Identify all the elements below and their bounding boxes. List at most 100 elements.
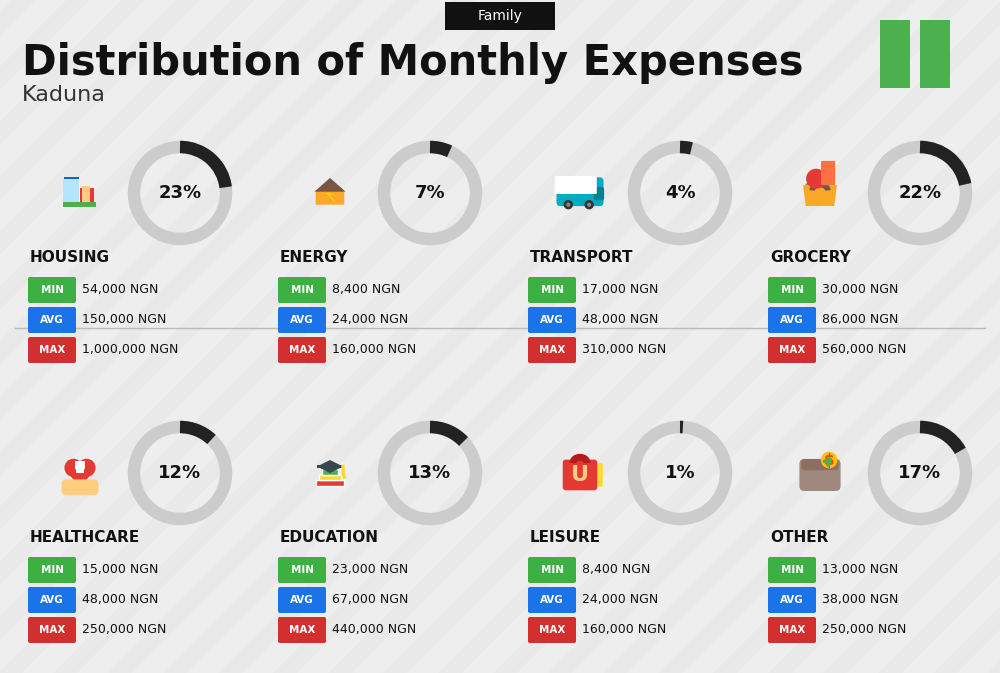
FancyBboxPatch shape [278, 587, 326, 613]
FancyBboxPatch shape [768, 307, 816, 333]
Text: MIN: MIN [290, 565, 314, 575]
Polygon shape [805, 174, 825, 185]
Circle shape [566, 203, 570, 207]
Circle shape [64, 459, 83, 477]
Text: MAX: MAX [39, 345, 65, 355]
FancyBboxPatch shape [75, 461, 85, 469]
FancyBboxPatch shape [319, 474, 341, 481]
FancyBboxPatch shape [28, 307, 76, 333]
Text: 24,000 NGN: 24,000 NGN [582, 594, 658, 606]
FancyBboxPatch shape [63, 194, 71, 202]
Text: AVG: AVG [540, 595, 564, 605]
Text: HEALTHCARE: HEALTHCARE [30, 530, 140, 546]
FancyBboxPatch shape [317, 465, 343, 468]
FancyBboxPatch shape [799, 459, 841, 491]
Text: MAX: MAX [39, 625, 65, 635]
FancyBboxPatch shape [577, 176, 597, 194]
FancyBboxPatch shape [82, 194, 90, 202]
FancyBboxPatch shape [566, 176, 586, 194]
Text: Family: Family [478, 9, 522, 23]
Text: 17%: 17% [898, 464, 942, 482]
FancyBboxPatch shape [528, 337, 576, 363]
FancyBboxPatch shape [64, 178, 79, 206]
Text: MIN: MIN [540, 285, 564, 295]
Text: 4%: 4% [665, 184, 695, 202]
Text: 54,000 NGN: 54,000 NGN [82, 283, 158, 297]
Text: TRANSPORT: TRANSPORT [530, 250, 634, 266]
FancyBboxPatch shape [880, 20, 910, 88]
Text: EDUCATION: EDUCATION [280, 530, 379, 546]
Polygon shape [316, 180, 344, 205]
Text: MIN: MIN [40, 565, 64, 575]
Text: AVG: AVG [40, 595, 64, 605]
FancyBboxPatch shape [768, 277, 816, 303]
Circle shape [806, 169, 826, 188]
Text: AVG: AVG [290, 595, 314, 605]
Polygon shape [317, 460, 343, 473]
Circle shape [77, 459, 96, 477]
Text: 560,000 NGN: 560,000 NGN [822, 343, 906, 357]
Text: 8,400 NGN: 8,400 NGN [582, 563, 650, 577]
FancyBboxPatch shape [82, 186, 90, 194]
FancyBboxPatch shape [28, 277, 76, 303]
FancyBboxPatch shape [768, 617, 816, 643]
Text: Kaduna: Kaduna [22, 85, 106, 105]
FancyBboxPatch shape [322, 469, 338, 474]
Polygon shape [325, 192, 337, 205]
FancyBboxPatch shape [528, 617, 576, 643]
FancyBboxPatch shape [71, 194, 79, 202]
Text: 7%: 7% [415, 184, 445, 202]
FancyBboxPatch shape [768, 557, 816, 583]
FancyBboxPatch shape [71, 178, 79, 186]
Text: 48,000 NGN: 48,000 NGN [82, 594, 158, 606]
Text: 250,000 NGN: 250,000 NGN [82, 623, 166, 637]
Text: MAX: MAX [779, 345, 805, 355]
FancyBboxPatch shape [62, 479, 98, 495]
Polygon shape [803, 185, 837, 206]
FancyBboxPatch shape [920, 20, 950, 88]
Text: 1%: 1% [665, 464, 695, 482]
Text: 15,000 NGN: 15,000 NGN [82, 563, 158, 577]
Text: 160,000 NGN: 160,000 NGN [582, 623, 666, 637]
Text: MAX: MAX [289, 625, 315, 635]
Polygon shape [314, 178, 346, 192]
FancyBboxPatch shape [768, 587, 816, 613]
Text: 13,000 NGN: 13,000 NGN [822, 563, 898, 577]
FancyBboxPatch shape [278, 337, 326, 363]
Text: AVG: AVG [780, 315, 804, 325]
Text: GROCERY: GROCERY [770, 250, 851, 266]
Text: 1,000,000 NGN: 1,000,000 NGN [82, 343, 178, 357]
Text: MAX: MAX [539, 345, 565, 355]
Text: 22%: 22% [898, 184, 942, 202]
FancyBboxPatch shape [278, 617, 326, 643]
Text: 12%: 12% [158, 464, 202, 482]
Text: MIN: MIN [40, 285, 64, 295]
Text: 48,000 NGN: 48,000 NGN [582, 314, 658, 326]
Text: HOUSING: HOUSING [30, 250, 110, 266]
Text: MAX: MAX [779, 625, 805, 635]
FancyBboxPatch shape [63, 201, 96, 207]
Polygon shape [815, 174, 835, 185]
Text: 250,000 NGN: 250,000 NGN [822, 623, 906, 637]
FancyBboxPatch shape [556, 177, 604, 206]
FancyBboxPatch shape [528, 277, 576, 303]
FancyBboxPatch shape [445, 2, 555, 30]
Circle shape [564, 200, 573, 209]
Text: U: U [571, 465, 589, 485]
Text: MIN: MIN [780, 285, 804, 295]
FancyBboxPatch shape [528, 307, 576, 333]
Text: 30,000 NGN: 30,000 NGN [822, 283, 898, 297]
FancyBboxPatch shape [76, 461, 84, 473]
FancyBboxPatch shape [316, 481, 344, 486]
Text: ENERGY: ENERGY [280, 250, 349, 266]
Text: AVG: AVG [40, 315, 64, 325]
Text: MIN: MIN [540, 565, 564, 575]
FancyBboxPatch shape [768, 337, 816, 363]
Text: 160,000 NGN: 160,000 NGN [332, 343, 416, 357]
Polygon shape [810, 174, 830, 185]
Text: AVG: AVG [290, 315, 314, 325]
Text: MIN: MIN [780, 565, 804, 575]
FancyBboxPatch shape [563, 460, 597, 491]
Circle shape [584, 200, 594, 209]
FancyBboxPatch shape [63, 178, 71, 186]
